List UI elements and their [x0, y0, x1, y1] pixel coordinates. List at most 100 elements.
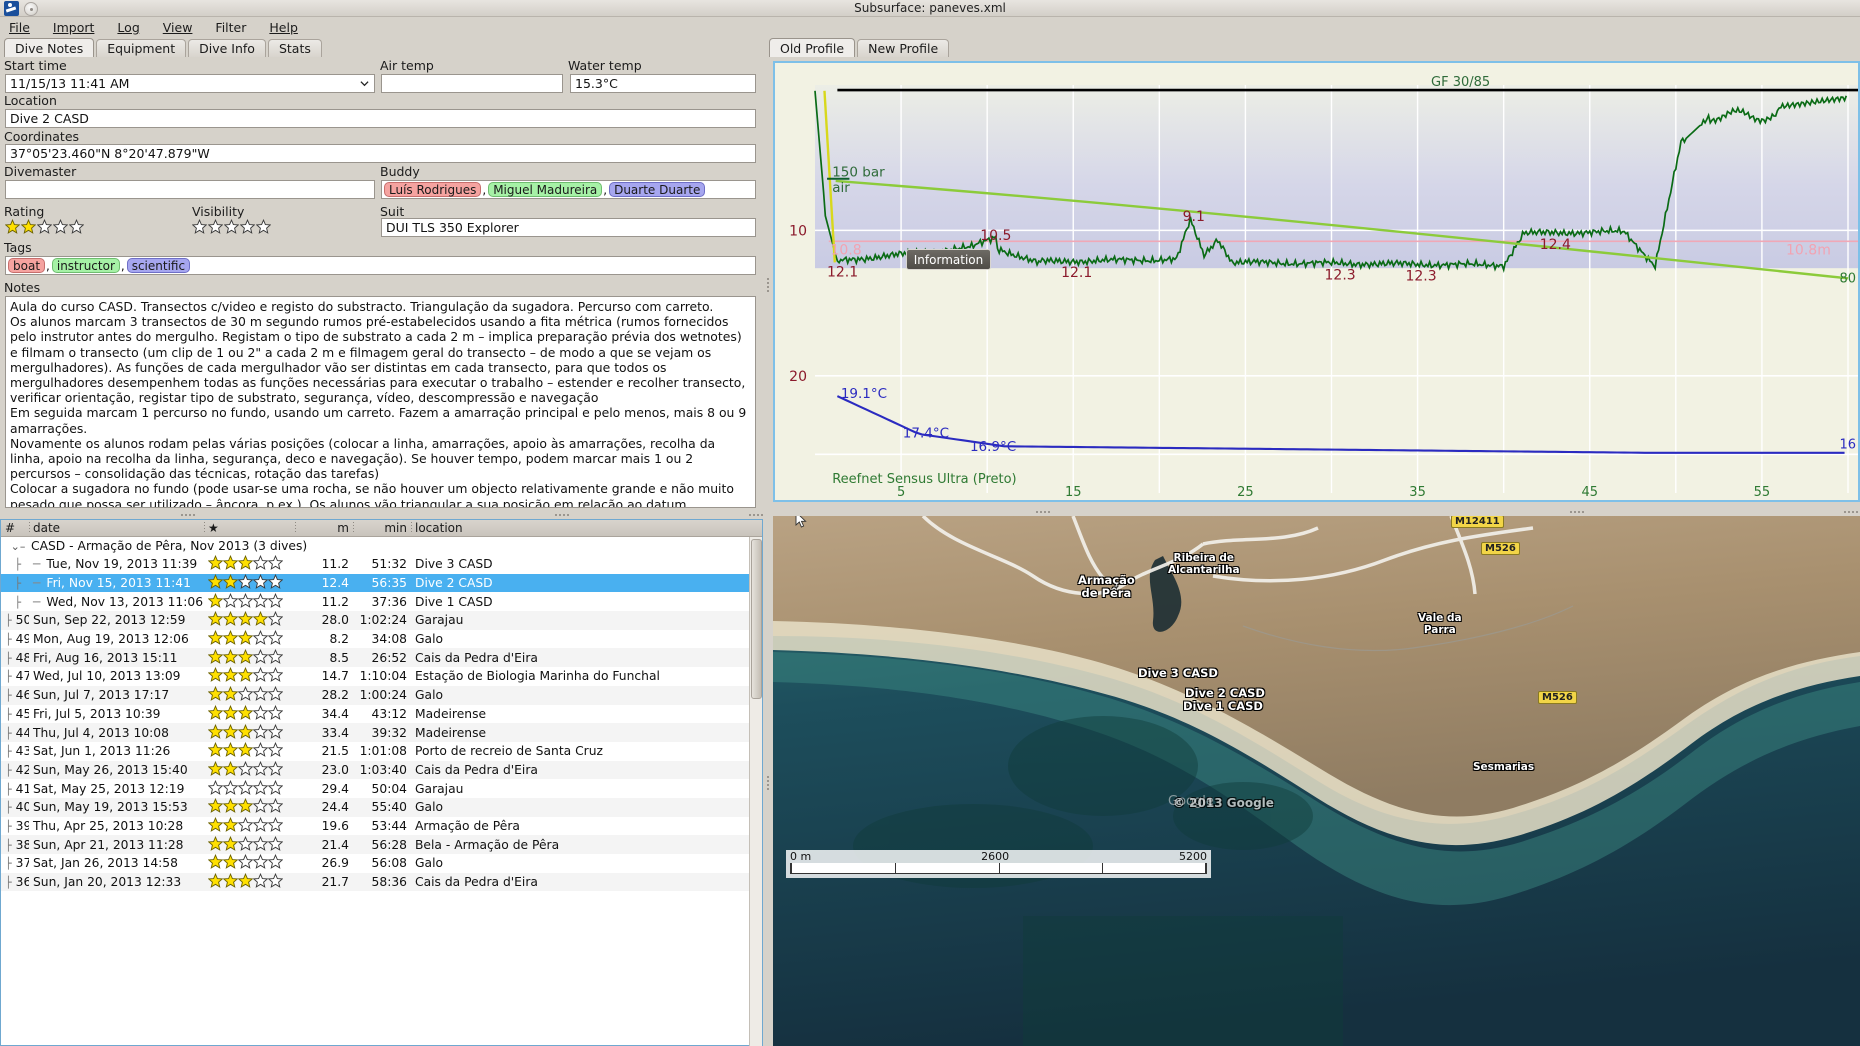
- cell-rating: [204, 611, 295, 629]
- star-icon: [208, 219, 223, 234]
- buddy-chip[interactable]: Duarte Duarte: [609, 182, 706, 197]
- table-row[interactable]: ├ 41 Sat, May 25, 2013 12:19 29.4 50:04 Garaj…: [1, 779, 762, 798]
- buddy-chip[interactable]: Luís Rodrigues: [384, 182, 482, 197]
- column-header-date[interactable]: date: [29, 520, 204, 536]
- star-icon: [223, 816, 238, 832]
- cell-number: ├: [14, 577, 21, 591]
- window-title: Subsurface: paneves.xml: [854, 1, 1006, 15]
- cell-rating: [204, 555, 295, 573]
- cell-duration: 39:32: [371, 725, 407, 740]
- svg-text:80: 80: [1839, 272, 1856, 287]
- divemaster-field[interactable]: [5, 180, 375, 199]
- menu-item-view[interactable]: View: [162, 20, 193, 35]
- table-row[interactable]: ├ 38 Sun, Apr 21, 2013 11:28 21.4 56:28 Bela …: [1, 835, 762, 854]
- expand-collapse-icon[interactable]: ⌄–: [10, 539, 26, 553]
- menu-item-import[interactable]: Import: [52, 20, 95, 35]
- menu-item-help[interactable]: Help: [269, 20, 298, 35]
- profile-map-splitter[interactable]: [773, 507, 1860, 516]
- menu-item-log[interactable]: Log: [117, 20, 140, 35]
- notes-textarea[interactable]: Aula do curso CASD. Transectos c/video e…: [5, 296, 756, 508]
- buddy-field[interactable]: Luís Rodrigues, Miguel Madureira, Duarte…: [381, 180, 756, 199]
- table-row[interactable]: ├ 46 Sun, Jul 7, 2013 17:17 28.2 1:00:24 Galo: [1, 685, 762, 705]
- tab-new-profile[interactable]: New Profile: [857, 39, 950, 57]
- dive-notes-panel: Start time Air temp Water temp 11/15/13 …: [0, 57, 763, 512]
- tag-chip[interactable]: boat: [8, 258, 46, 273]
- information-button[interactable]: Information: [906, 249, 991, 270]
- menu-item-file[interactable]: File: [9, 20, 30, 35]
- column-header-rating[interactable]: ★: [204, 520, 295, 536]
- tag-chip[interactable]: scientific: [126, 258, 191, 273]
- table-row[interactable]: ├ 49 Mon, Aug 19, 2013 12:06 8.2 34:08 Galo: [1, 630, 762, 649]
- star-icon: [238, 574, 253, 589]
- tab-equipment[interactable]: Equipment: [96, 39, 187, 57]
- cell-rating: [204, 648, 295, 667]
- table-row[interactable]: ├ 37 Sat, Jan 26, 2013 14:58 26.9 56:08 Galo: [1, 854, 762, 873]
- dive-profile-chart[interactable]: GF 30/85 10 20 5 15 25 35 45 55 80 16 150 bar air Ree…: [773, 61, 1860, 502]
- table-row[interactable]: ├ ─ Fri, Nov 15, 2013 11:41 12.4 56:35 Dive 2…: [1, 573, 762, 593]
- table-row[interactable]: ├ 47 Wed, Jul 10, 2013 13:09 14.7 1:10:04 Est…: [1, 667, 762, 686]
- table-row[interactable]: ├ 39 Thu, Apr 25, 2013 10:28 19.6 53:44 Armaç…: [1, 816, 762, 836]
- column-header-location[interactable]: location: [411, 520, 762, 536]
- table-row[interactable]: ├ ─ Tue, Nov 19, 2013 11:39 11.2 51:32 Dive 3…: [1, 555, 762, 574]
- road-badge: M526: [1538, 691, 1577, 704]
- vertical-splitter-lower[interactable]: [763, 519, 772, 1046]
- cell-depth: 34.4: [321, 706, 349, 721]
- table-row[interactable]: ├ 43 Sat, Jun 1, 2013 11:26 21.5 1:01:08 Port…: [1, 742, 762, 761]
- table-row[interactable]: ├ 48 Fri, Aug 16, 2013 15:11 8.5 26:52 Cais d…: [1, 648, 762, 668]
- cell-location: Garajau: [415, 613, 464, 628]
- table-row[interactable]: ├ 45 Fri, Jul 5, 2013 10:39 34.4 43:12 Madeir…: [1, 704, 762, 724]
- cell-duration: 56:28: [371, 837, 407, 852]
- dive-site-map[interactable]: Armação de Pêra Ribeira de Alcantarilha Di…: [773, 516, 1860, 1046]
- tag-chip[interactable]: instructor: [51, 258, 120, 273]
- cell-location: Galo: [415, 632, 444, 647]
- column-header-number[interactable]: #: [5, 521, 16, 535]
- horizontal-splitter[interactable]: [0, 510, 763, 519]
- start-time-combo[interactable]: 11/15/13 11:41 AM: [5, 74, 375, 93]
- location-field[interactable]: [5, 109, 756, 128]
- table-row[interactable]: ├ ─ Wed, Nov 13, 2013 11:06 11.2 37:36 Dive 1…: [1, 592, 762, 611]
- dive-list-header: # date ★ m min location: [1, 520, 762, 537]
- buddy-chip[interactable]: Miguel Madureira: [488, 182, 603, 197]
- table-row[interactable]: ├ 40 Sun, May 19, 2013 15:53 24.4 55:40 Galo: [1, 797, 762, 817]
- cell-rating: [204, 630, 295, 648]
- star-icon: [208, 555, 223, 571]
- water-temp-field[interactable]: [570, 74, 756, 93]
- coordinates-field[interactable]: [5, 144, 756, 163]
- table-row[interactable]: ├ 44 Thu, Jul 4, 2013 10:08 33.4 39:32 Madeir…: [1, 723, 762, 742]
- cell-duration: 58:36: [371, 875, 407, 890]
- scrollbar-thumb[interactable]: [751, 539, 762, 699]
- menu-item-filter[interactable]: Filter: [215, 20, 247, 35]
- star-icon: [37, 219, 52, 234]
- table-row[interactable]: ├ 36 Sun, Jan 20, 2013 12:33 21.7 58:36 Cais …: [1, 872, 762, 892]
- cell-rating: [204, 592, 295, 611]
- star-icon: [253, 798, 268, 814]
- vertical-splitter[interactable]: [763, 57, 772, 512]
- table-row[interactable]: ├ 50 Sun, Sep 22, 2013 12:59 28.0 1:02:24 Gar…: [1, 611, 762, 630]
- tab-old-profile[interactable]: Old Profile: [769, 38, 856, 57]
- suit-field[interactable]: [381, 218, 756, 237]
- cell-location: Galo: [415, 800, 444, 815]
- tab-dive-info[interactable]: Dive Info: [188, 39, 266, 57]
- star-icon: [253, 723, 268, 739]
- visibility-stars[interactable]: [192, 219, 271, 234]
- road-badge: M12411: [1451, 516, 1504, 528]
- cell-rating: [204, 873, 295, 891]
- cell-rating: [204, 816, 295, 835]
- tab-dive-notes[interactable]: Dive Notes: [4, 38, 95, 57]
- table-row[interactable]: ├ 42 Sun, May 26, 2013 15:40 23.0 1:03:40 Cai…: [1, 760, 762, 780]
- rating-stars[interactable]: [5, 219, 84, 234]
- star-icon: [238, 704, 253, 720]
- air-temp-field[interactable]: [381, 74, 563, 93]
- cell-location: Madeirense: [415, 725, 487, 740]
- tags-field[interactable]: boat, instructor, scientific: [5, 256, 756, 275]
- window-menu-icon[interactable]: [24, 1, 38, 16]
- cell-rating: [204, 667, 295, 685]
- cell-date: Mon, Aug 19, 2013 12:06: [33, 632, 189, 647]
- column-header-duration[interactable]: min: [353, 520, 411, 536]
- cell-depth: 28.0: [321, 613, 349, 628]
- star-icon: [208, 742, 223, 758]
- column-header-depth[interactable]: m: [295, 520, 353, 536]
- dive-list-scrollbar[interactable]: [749, 537, 762, 1046]
- tab-stats[interactable]: Stats: [267, 39, 322, 57]
- dive-trip-row[interactable]: ⌄– CASD - Armação de Pêra, Nov 2013 (3 di…: [1, 537, 762, 555]
